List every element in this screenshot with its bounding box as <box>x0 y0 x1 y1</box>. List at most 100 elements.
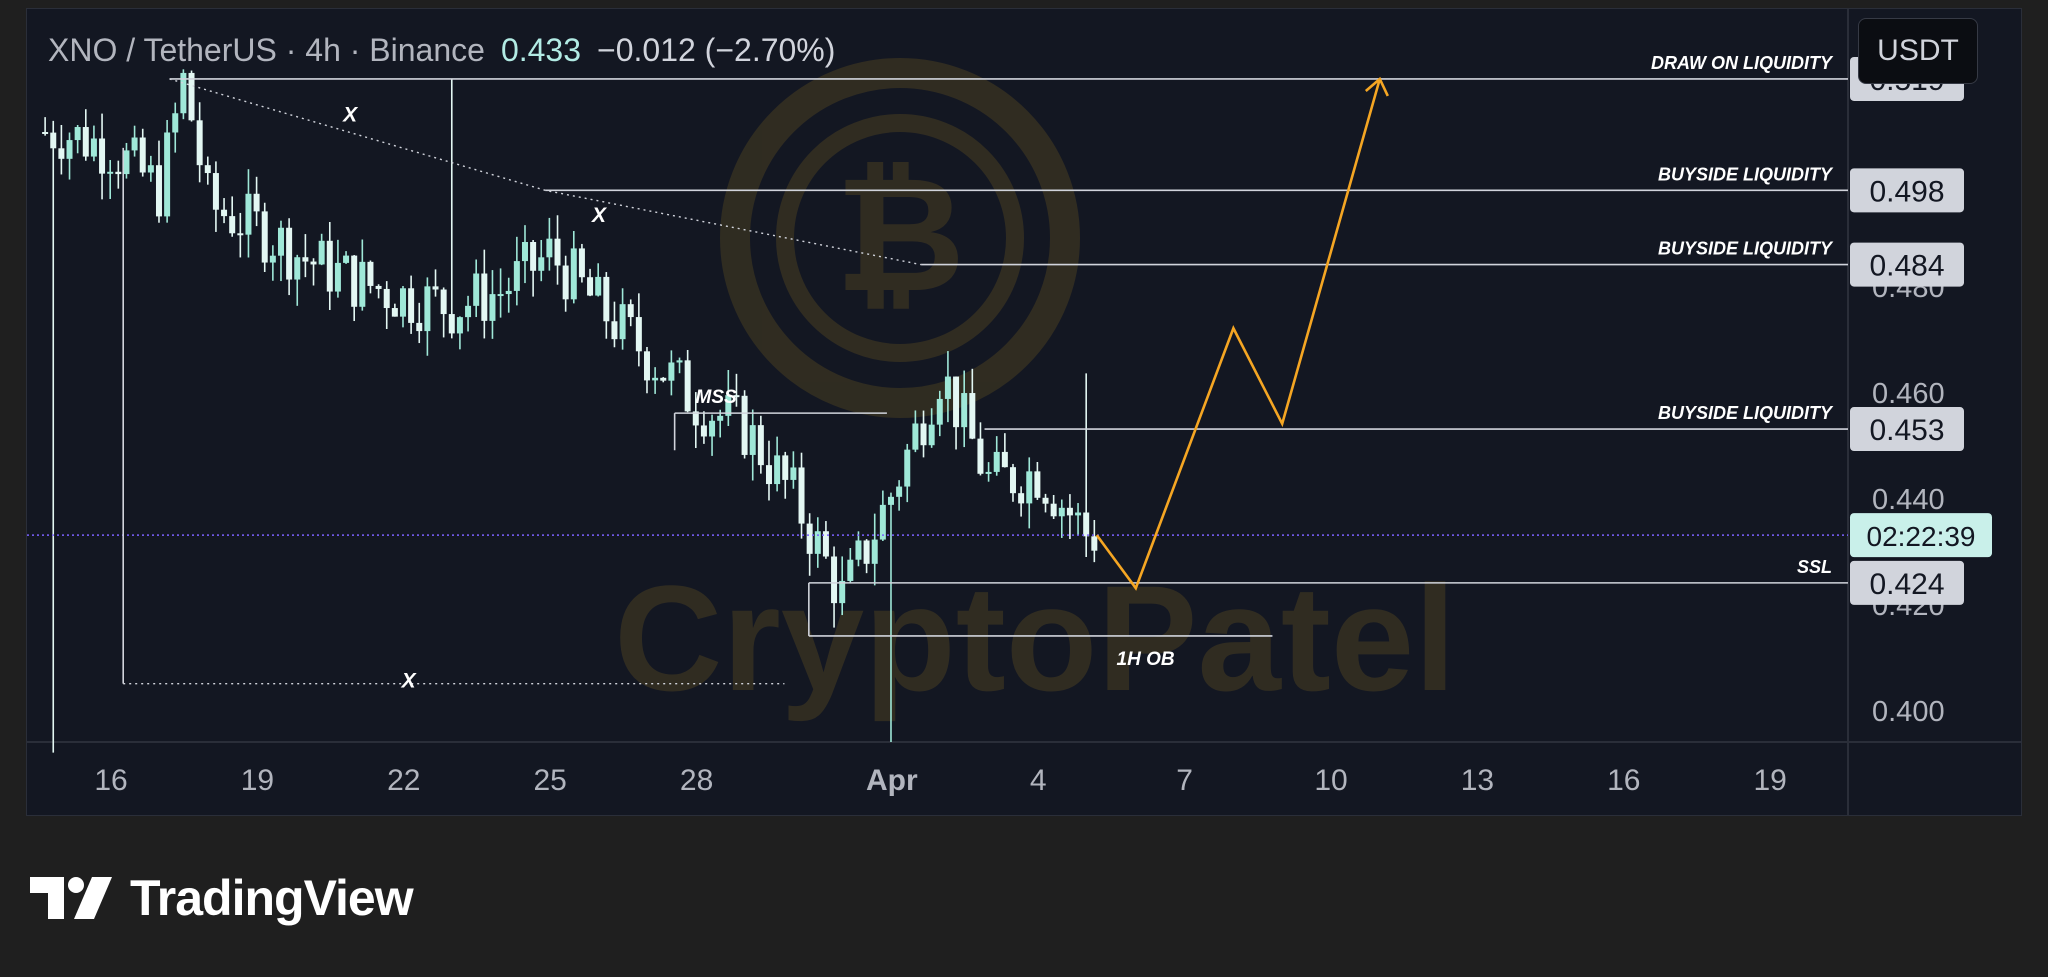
watermark-coin-symbol: ₿ <box>835 141 965 328</box>
projection-path <box>1095 76 1389 591</box>
candle-body <box>375 285 382 289</box>
annotation-text: X <box>342 103 359 126</box>
candle-body <box>660 377 667 381</box>
candle-body <box>123 150 130 175</box>
candle-body <box>822 531 829 557</box>
candle-body <box>643 351 650 381</box>
candle-body <box>513 261 520 291</box>
candle-body <box>294 257 301 280</box>
candle-body <box>155 165 162 217</box>
candle-body <box>839 580 846 604</box>
candle-body <box>481 273 488 321</box>
x-tick-label: 13 <box>1461 764 1494 797</box>
candle-body <box>1018 493 1025 504</box>
candle-body <box>562 265 569 300</box>
watermark-coin-outer <box>720 58 1080 418</box>
candle-body <box>221 209 228 217</box>
candle-body <box>58 148 65 159</box>
candle-body <box>286 227 293 280</box>
candle-body <box>229 216 236 234</box>
candle-body <box>367 261 374 286</box>
y-tick-label: 0.440 <box>1872 484 1945 516</box>
candle-body <box>635 317 642 352</box>
candle-body <box>790 467 797 480</box>
candle-body <box>253 193 260 212</box>
candle-body <box>1009 467 1016 494</box>
candle-body <box>74 127 81 141</box>
watermark-text: CryptoPatel <box>614 554 1456 722</box>
currency-button-label: USDT <box>1877 34 1959 67</box>
candle-body <box>774 455 781 485</box>
chart-panel[interactable] <box>26 8 2022 816</box>
candle-body <box>684 360 691 412</box>
currency-button[interactable]: USDT <box>1858 18 1978 84</box>
candle-body <box>383 288 390 309</box>
candle-body <box>603 276 610 322</box>
candle-body <box>131 137 138 151</box>
candle-body <box>277 227 284 256</box>
countdown-label-bg <box>1850 513 1992 558</box>
annotation-text: X <box>401 670 418 693</box>
annotation-text: MSS <box>696 387 738 408</box>
level-price-label: 0.424 <box>1850 560 1964 605</box>
level-label: SSL <box>1797 557 1832 577</box>
candle-body <box>546 238 553 258</box>
x-tick-label: 19 <box>1754 764 1787 797</box>
candle-body <box>985 471 992 474</box>
candle-body <box>172 113 179 133</box>
level-price-label-text: 0.453 <box>1869 414 1944 447</box>
candle-body <box>993 451 1000 472</box>
x-tick-label: 7 <box>1176 764 1193 797</box>
level-price-label-text: 0.424 <box>1869 568 1944 601</box>
candle-body <box>416 322 423 332</box>
candle-body <box>782 455 789 480</box>
candle-body <box>570 248 577 300</box>
candle-body <box>936 398 943 425</box>
candle-body <box>765 465 772 485</box>
candle-body <box>920 423 927 446</box>
candle-body <box>1050 503 1057 517</box>
candle-body <box>465 305 472 318</box>
candle-body <box>757 425 764 466</box>
candle-body <box>521 241 528 262</box>
candle-body <box>1034 471 1041 498</box>
candle-body <box>424 286 431 332</box>
candle-body <box>1042 497 1049 504</box>
tradingview-icon <box>30 877 112 919</box>
candle-body <box>896 486 903 497</box>
level-price-label: 0.484 <box>1850 242 1964 287</box>
level-price-label-bg <box>1850 168 1964 213</box>
candle-body <box>302 257 309 262</box>
tradingview-logo[interactable]: TradingView <box>30 870 414 926</box>
candle-body <box>351 255 358 307</box>
x-tick-label: 16 <box>1607 764 1640 797</box>
candle-body <box>204 165 211 174</box>
candle-body <box>741 395 748 455</box>
candle-body <box>343 255 350 263</box>
candle-body <box>440 289 447 315</box>
candle-body <box>912 423 919 450</box>
countdown-label-text: 02:22:39 <box>1867 521 1976 552</box>
candle-body <box>310 261 317 265</box>
candle-body <box>408 288 415 323</box>
candle-body <box>587 277 594 296</box>
level-price-label-text: 0.498 <box>1869 175 1944 208</box>
candle-body <box>212 173 219 210</box>
candle-body <box>99 138 106 174</box>
x-tick-label: 22 <box>387 764 420 797</box>
candle-body <box>652 377 659 381</box>
candle-body <box>180 72 187 114</box>
candle-body <box>709 420 716 437</box>
chart-header: XNO / TetherUS · 4h · Binance 0.433 −0.0… <box>48 30 835 70</box>
symbol-title[interactable]: XNO / TetherUS · 4h · Binance <box>48 31 485 68</box>
candle-body <box>831 556 838 604</box>
candle-body <box>139 137 146 173</box>
annotation-text: X <box>591 204 608 227</box>
countdown-label: 02:22:39 <box>1850 513 1992 558</box>
candle-body <box>733 395 740 398</box>
candle-body <box>806 523 813 554</box>
level-price-label: 0.498 <box>1850 168 1964 213</box>
level-label: DRAW ON LIQUIDITY <box>1651 53 1834 73</box>
candle-body <box>261 211 268 263</box>
